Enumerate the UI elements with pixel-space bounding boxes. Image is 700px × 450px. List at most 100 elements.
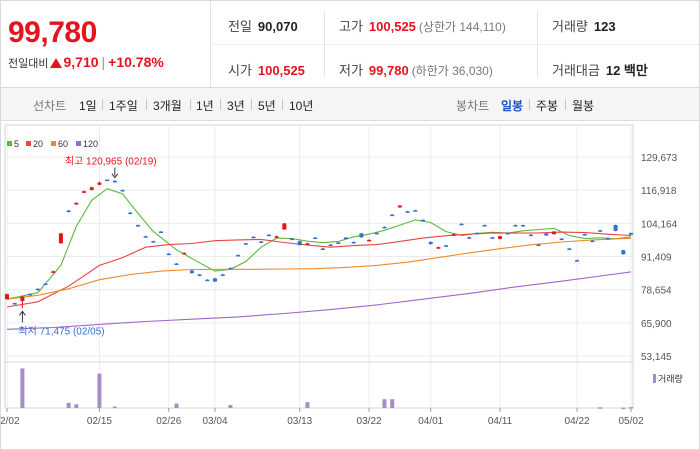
candle-body	[582, 234, 587, 236]
up-triangle-icon	[50, 58, 63, 68]
min-arrow-icon	[19, 310, 26, 316]
candle-body	[151, 241, 156, 243]
turnover: 거래대금 12 백만	[552, 60, 648, 79]
ma5-line	[6, 188, 632, 300]
x-tick-label: 02/26	[156, 416, 181, 427]
lower-limit-note: (하한가 36,030)	[411, 64, 493, 78]
period-3y[interactable]: 3년	[227, 99, 245, 113]
high-value: 100,525	[368, 19, 416, 34]
prev-close-label: 전일	[228, 19, 252, 34]
x-tick-label: 03/04	[202, 416, 227, 427]
candle-body	[505, 232, 510, 235]
x-tick-label: 02/15	[87, 416, 112, 427]
ma20-line	[6, 231, 632, 308]
candle-body	[143, 236, 148, 238]
candle-body	[174, 263, 179, 266]
quote-metrics: 전일 90,070 고가 100,525 (상한가 144,110) 거래량 123 시…	[212, 1, 699, 87]
period-5y[interactable]: 5년	[258, 99, 276, 113]
candle-body	[128, 212, 133, 215]
high-label: 고가	[339, 19, 363, 34]
candle-body	[243, 243, 248, 245]
change-row: 전일대비 9,710 | +10.78%	[8, 54, 164, 71]
volume-legend-label: 거래량	[658, 373, 683, 384]
candle-body	[213, 278, 217, 282]
candle-body	[413, 210, 418, 212]
candle-period-daily[interactable]: 일봉	[501, 99, 524, 113]
period-1w[interactable]: 1주일	[109, 99, 138, 113]
candle-body	[474, 232, 479, 235]
candle-body	[166, 253, 171, 256]
candle-body	[236, 254, 241, 257]
toolbar-separator	[190, 99, 191, 110]
candle-body	[467, 237, 472, 239]
candle-body	[205, 279, 210, 282]
toolbar-separator	[282, 99, 283, 110]
candle-body	[359, 233, 364, 238]
candle-body	[567, 248, 572, 250]
prev-close-value: 90,070	[257, 19, 298, 34]
chart-toolbar: 선차트 1일 1주일 3개월 1년 3년 5년 10년 봉차트 일봉 주봉 월봉	[0, 88, 700, 121]
candle-body	[613, 225, 618, 231]
period-1y[interactable]: 1년	[196, 99, 214, 113]
y-axis-ticks: 129,673 116,918 104,164 91,409 78,654 65,900 5…	[641, 153, 678, 363]
candle-body	[58, 233, 63, 244]
candle-body	[397, 205, 402, 208]
candle-body	[251, 236, 256, 239]
min-price-label: 최저 71,475 (02/05)	[18, 325, 104, 337]
y-tick-label: 129,673	[641, 153, 678, 164]
annotations: 최고 120,965 (02/19) 최저 71,475 (02/05)	[18, 156, 156, 338]
candle-body	[621, 250, 626, 255]
candle-body	[336, 242, 341, 244]
candle-period-monthly[interactable]: 월봉	[572, 99, 595, 113]
candle-body	[66, 210, 71, 212]
candle-body	[97, 182, 102, 185]
change-percent: +10.78%	[108, 54, 164, 70]
volume-bar	[382, 399, 387, 408]
candle-body	[305, 243, 310, 245]
candle-body	[351, 241, 356, 244]
candle-period-weekly[interactable]: 주봉	[536, 99, 559, 113]
candle-body	[12, 303, 17, 305]
candle-body	[197, 274, 202, 276]
candle-body	[459, 223, 464, 226]
plot-frame	[4, 124, 634, 409]
candle-body	[521, 225, 526, 227]
candle-body	[559, 238, 564, 241]
x-tick-label: 03/13	[287, 416, 312, 427]
candle-body	[551, 231, 556, 235]
current-price: 99,780	[8, 16, 97, 49]
volume-bar	[74, 404, 79, 408]
candle-body	[228, 267, 233, 270]
candle-body	[320, 248, 325, 250]
toolbar-separator	[102, 99, 103, 110]
moving-averages	[6, 188, 632, 330]
turnover-label: 거래대금	[552, 63, 600, 78]
candlestick-chart[interactable]: 5 20 60 120 최고 120,965 (02/19) 최저 71,475 (02…	[1, 121, 699, 449]
period-1d[interactable]: 1일	[79, 99, 97, 113]
period-10y[interactable]: 10년	[289, 99, 314, 113]
volume-label: 거래량	[552, 19, 588, 34]
open-label: 시가	[228, 63, 252, 78]
candle-body	[159, 231, 164, 234]
candle-body	[528, 234, 533, 237]
candle-body	[598, 230, 603, 232]
y-tick-label: 53,145	[641, 352, 672, 363]
candle-body	[629, 232, 633, 235]
volume-bar	[174, 403, 179, 408]
volume-bar	[112, 406, 117, 409]
volume-value: 123	[593, 19, 616, 34]
turnover-value: 12 백만	[605, 63, 648, 78]
metric-divider	[537, 11, 538, 77]
candle-body	[482, 225, 487, 227]
x-axis-ticks: 02/02 02/15 02/26 03/04 03/13 03/22 04/01 04/11…	[1, 408, 644, 427]
ma120-line	[6, 271, 632, 330]
candle-body	[35, 288, 40, 291]
volume-legend-swatch	[653, 374, 656, 383]
candle-body	[20, 296, 25, 301]
candle-body	[43, 283, 48, 286]
quote-panel: 99,780 전일대비 9,710 | +10.78% 전일 90,070 고가 100,…	[0, 0, 700, 88]
grid	[4, 124, 634, 409]
candle-body	[282, 223, 287, 230]
period-3m[interactable]: 3개월	[153, 99, 182, 113]
volume-bar	[20, 368, 25, 408]
